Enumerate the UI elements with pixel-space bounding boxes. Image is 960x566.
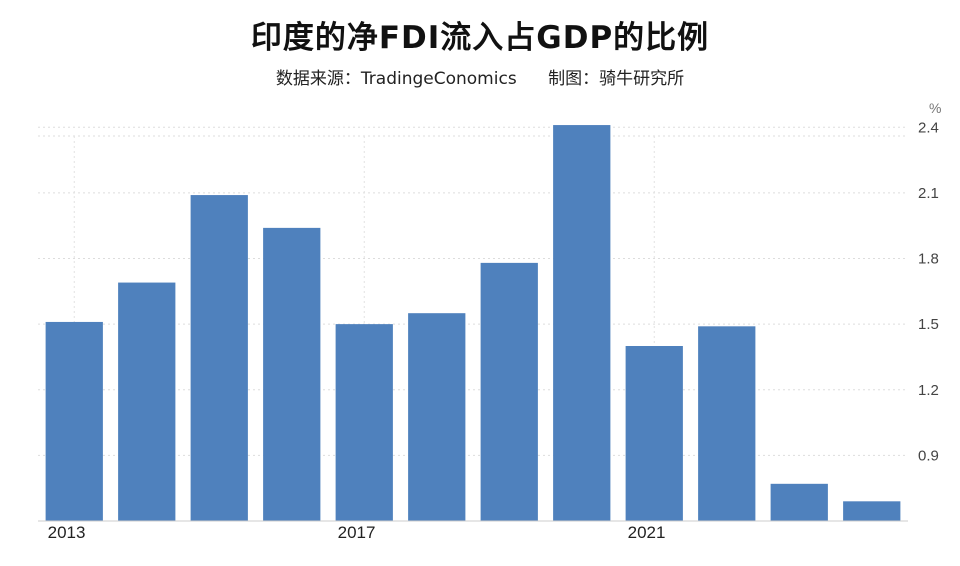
bar-2023 bbox=[770, 483, 828, 521]
bar-2021 bbox=[625, 346, 683, 521]
bar-2022 bbox=[698, 326, 756, 521]
bar-2017 bbox=[335, 324, 393, 521]
credit-note: 制图：骑牛研究所 bbox=[548, 69, 685, 89]
y-tick-label: 0.9 bbox=[918, 447, 939, 464]
y-tick-label: 1.8 bbox=[918, 251, 939, 268]
bar-2020 bbox=[553, 125, 611, 521]
bars bbox=[45, 125, 901, 521]
y-tick-label: 2.4 bbox=[918, 119, 939, 136]
bar-2014 bbox=[118, 282, 176, 521]
bar-2024 bbox=[843, 501, 901, 521]
y-tick-label: 1.5 bbox=[918, 316, 939, 333]
y-tick-label: 2.1 bbox=[918, 185, 939, 202]
bar-2019 bbox=[480, 262, 538, 521]
x-tick-label: 2013 bbox=[48, 523, 86, 542]
x-axis: 2013 2017 2021 bbox=[38, 520, 908, 542]
source-note: 数据来源：TradingeConomics bbox=[275, 69, 517, 89]
chart-title: 印度的净FDI流入占GDP的比例 bbox=[250, 20, 710, 56]
bar-2015 bbox=[190, 195, 248, 521]
bar-2016 bbox=[263, 227, 321, 521]
y-axis: 0.9 1.2 1.5 1.8 2.1 2.4% bbox=[918, 100, 941, 464]
x-tick-label: 2021 bbox=[628, 523, 666, 542]
bar-2013 bbox=[45, 321, 103, 521]
y-tick-label: 1.2 bbox=[918, 382, 939, 399]
y-unit-label: % bbox=[929, 100, 941, 116]
x-tick-label: 2017 bbox=[338, 523, 376, 542]
chart-subtitle: 数据来源：TradingeConomics 制图：骑牛研究所 bbox=[0, 64, 960, 89]
bar-2018 bbox=[408, 313, 466, 521]
